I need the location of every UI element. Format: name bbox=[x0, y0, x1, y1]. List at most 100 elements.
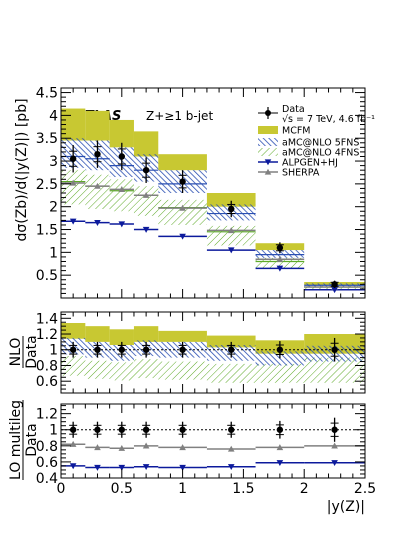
y-tick-label: 0.6 bbox=[36, 455, 58, 471]
data-point bbox=[118, 153, 126, 160]
nlo-amc4-band bbox=[61, 356, 86, 376]
lo-data-point bbox=[94, 426, 101, 433]
legend-label: Data bbox=[282, 104, 305, 115]
lo-sherpa-marker bbox=[69, 440, 77, 447]
lo-alpgen-marker bbox=[118, 464, 126, 471]
lo-sherpa-marker bbox=[179, 444, 186, 451]
y-tick-label: 1 bbox=[49, 245, 58, 261]
legend-label-extra: √s = 7 TeV, 4.6 fb⁻¹ bbox=[282, 114, 375, 125]
y-tick-label: 4 bbox=[49, 108, 58, 124]
y-tick-label: 1.2 bbox=[36, 327, 58, 343]
nlo-data-point bbox=[228, 346, 235, 353]
nlo-mcfm-band bbox=[85, 326, 110, 342]
lo-alpgen-marker bbox=[94, 464, 101, 471]
y-tick-label: 2 bbox=[49, 200, 58, 216]
y-tick-label: 3.5 bbox=[36, 131, 58, 147]
nlo-data-point bbox=[179, 346, 186, 353]
lo-sherpa-marker bbox=[276, 444, 284, 451]
nlo-y-axis-title: NLO Data bbox=[8, 335, 40, 368]
lo-frame bbox=[60, 403, 366, 479]
data-point bbox=[331, 281, 338, 288]
lo-data-point bbox=[228, 426, 235, 433]
nlo-y-title-top: NLO bbox=[8, 338, 24, 367]
data-point bbox=[276, 244, 284, 251]
legend-label: aMC@NLO 4FNS bbox=[282, 148, 359, 159]
nlo-data-point bbox=[276, 346, 284, 353]
nlo-y-title-bottom: Data bbox=[24, 335, 40, 368]
x-tick-label: 0.5 bbox=[111, 481, 133, 497]
x-tick-label: 2 bbox=[300, 481, 309, 497]
lo-alpgen-marker bbox=[276, 460, 284, 467]
lo-alpgen-marker bbox=[69, 463, 77, 470]
lo-sherpa-marker bbox=[331, 442, 338, 449]
y-tick-label: 0.6 bbox=[36, 374, 58, 390]
x-tick-label: 0 bbox=[57, 481, 66, 497]
amc5-band bbox=[255, 250, 305, 258]
legend-data-marker bbox=[265, 110, 271, 116]
nlo-amc4-band bbox=[158, 361, 207, 380]
alpgen-marker bbox=[179, 233, 186, 240]
legend-label: SHERPA bbox=[282, 168, 320, 179]
alpgen-marker bbox=[276, 265, 284, 272]
y-tick-label: 0.8 bbox=[36, 439, 58, 455]
nlo-data-point bbox=[94, 346, 101, 353]
lo-data-point bbox=[276, 426, 284, 433]
y-tick-label: 2.5 bbox=[36, 177, 58, 193]
y-tick-label: 0.4 bbox=[36, 471, 58, 487]
lo-alpgen-marker bbox=[179, 464, 186, 471]
lo-data-point bbox=[69, 426, 77, 433]
nlo-amc4-band bbox=[109, 362, 134, 381]
y-tick-label: 0.5 bbox=[36, 268, 58, 284]
lo-sherpa-marker bbox=[142, 442, 150, 449]
nlo-mcfm-band bbox=[61, 323, 86, 339]
data-point bbox=[69, 155, 77, 162]
legend-label: MCFM bbox=[282, 126, 311, 137]
alpgen-marker bbox=[331, 287, 338, 294]
x-tick-label: 1 bbox=[178, 481, 187, 497]
sherpa-marker bbox=[276, 255, 284, 262]
amc4-band bbox=[133, 186, 159, 216]
data-point bbox=[94, 150, 101, 158]
y-tick-label: 1 bbox=[49, 423, 58, 439]
lo-y-title-top: LO multileg bbox=[8, 400, 24, 480]
mcfm-band bbox=[206, 193, 256, 207]
legend-alpgen-marker bbox=[264, 159, 272, 166]
nlo-mcfm-band bbox=[133, 326, 159, 342]
y-tick-label: 1 bbox=[49, 343, 58, 359]
nlo-mcfm-band bbox=[109, 329, 134, 346]
nlo-amc4-band bbox=[85, 360, 110, 379]
selection-label: Z+≥1 b-jet bbox=[146, 109, 213, 123]
nlo-data-point bbox=[331, 346, 338, 353]
nlo-amc4-band bbox=[255, 363, 305, 383]
lo-sherpa-marker bbox=[227, 445, 235, 452]
lo-data-point bbox=[179, 426, 186, 433]
lo-sherpa-marker bbox=[118, 444, 126, 451]
lo-data-point bbox=[118, 426, 126, 433]
legend-amc5-swatch bbox=[258, 138, 278, 146]
lo-data-point bbox=[142, 426, 150, 433]
legend-label: ALPGEN+HJ bbox=[282, 158, 338, 169]
sherpa-marker bbox=[142, 191, 150, 198]
lo-y-title-bottom: Data bbox=[24, 423, 40, 456]
x-tick-label: 2.5 bbox=[354, 481, 376, 497]
legend-sherpa-marker bbox=[264, 168, 272, 175]
amc4-band bbox=[61, 170, 86, 205]
sherpa-marker bbox=[69, 179, 77, 186]
sherpa-marker bbox=[94, 182, 101, 189]
amc4-band bbox=[85, 174, 110, 209]
alpgen-marker bbox=[227, 247, 235, 254]
y-tick-label: 1.2 bbox=[36, 407, 58, 423]
nlo-frame bbox=[60, 311, 366, 394]
lo-sherpa-marker bbox=[94, 444, 101, 451]
sherpa-marker bbox=[179, 204, 186, 211]
amc4-band bbox=[158, 199, 207, 225]
nlo-ratio-panel: 0.60.811.21.4 bbox=[36, 311, 366, 394]
amc4-band bbox=[109, 179, 134, 212]
data-point bbox=[228, 205, 235, 213]
alpgen-marker bbox=[118, 221, 126, 228]
main-y-axis-title: dσ(Zb)/d(|y(Z)|) [pb] bbox=[14, 98, 30, 241]
